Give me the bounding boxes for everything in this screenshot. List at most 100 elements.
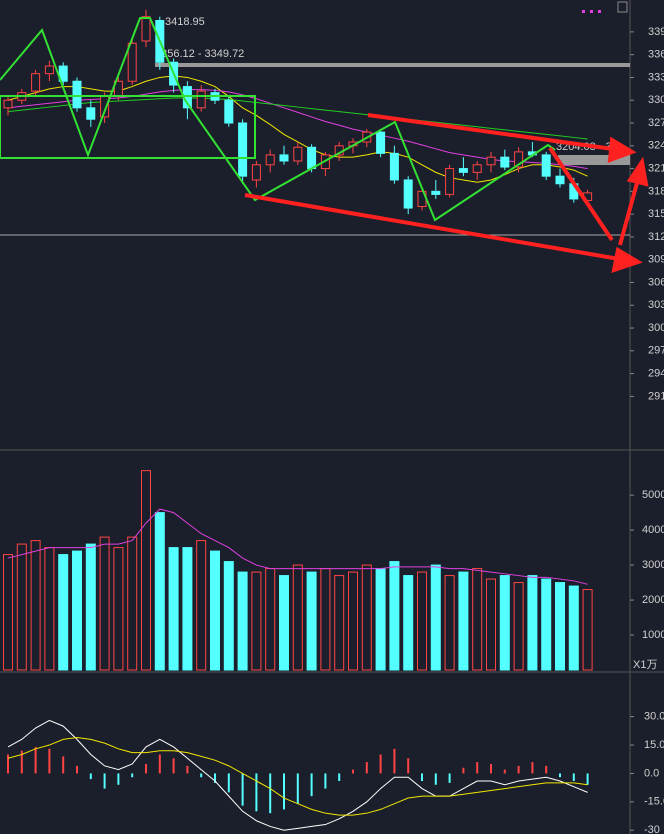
candle-body [293, 146, 303, 162]
y-tick-label: 5000 [642, 489, 664, 501]
volume-bar [513, 582, 524, 671]
y-tick-label: 15.0 [644, 739, 664, 751]
y-tick-label: 330 [648, 94, 664, 106]
candle-body [44, 65, 54, 75]
y-tick-label: 291 [648, 390, 664, 402]
arrow [244, 193, 626, 262]
volume-bar [486, 578, 496, 671]
volume-bar [30, 540, 41, 671]
candle-body [58, 65, 68, 82]
y-tick-label: 300 [648, 322, 664, 334]
icon [598, 10, 601, 13]
indicator-line [7, 736, 588, 816]
candle-body [472, 164, 482, 173]
volume-bar [472, 568, 483, 671]
candle-body [31, 73, 41, 92]
arrow [618, 171, 642, 246]
volume-bar [375, 568, 386, 671]
candle-body [486, 156, 496, 166]
arrow-head [626, 156, 649, 187]
volume-bar [141, 470, 151, 671]
candle-body [555, 175, 565, 185]
y-tick-label: 294 [648, 367, 664, 379]
volume-bar [499, 575, 510, 671]
icon [590, 10, 593, 13]
icon [617, 1, 628, 13]
candle-body [376, 131, 386, 154]
candle-body [458, 168, 468, 173]
y-tick-label: 4000 [642, 524, 664, 536]
candle-body [72, 80, 82, 109]
volume-bar [196, 540, 207, 671]
candle-body [279, 154, 289, 162]
price-level-line [155, 63, 630, 67]
volume-bar [72, 550, 82, 671]
y-tick-label: 315 [648, 208, 664, 220]
volume-bar [306, 571, 317, 671]
volume-bar [237, 571, 248, 671]
arrow [367, 113, 621, 152]
price-level-box [558, 155, 630, 165]
y-tick-label: 327 [648, 117, 664, 129]
y-tick-label: 30.0 [644, 711, 664, 723]
arrow-head [611, 246, 643, 273]
y-tick-label: 321 [648, 162, 664, 174]
box-drawing [0, 95, 256, 159]
arrow [548, 146, 614, 242]
candle-body [541, 154, 551, 177]
volume-bar [279, 575, 289, 671]
volume-bar [168, 547, 179, 671]
candle-body [431, 190, 441, 195]
volume-bar [182, 547, 193, 671]
candle-body [445, 168, 455, 195]
candle-body [224, 99, 234, 124]
volume-bar [113, 547, 124, 671]
volume-bar [403, 575, 414, 671]
volume-bar [361, 564, 372, 671]
y-tick-label: 2000 [642, 594, 664, 606]
y-tick-label: 303 [648, 299, 664, 311]
candle-body [389, 152, 399, 181]
candle-body [251, 164, 261, 181]
candle-body [403, 179, 413, 209]
y-tick-label: -15.0 [644, 796, 664, 808]
volume-bar [334, 575, 345, 671]
indicator-line [7, 508, 588, 585]
volume-bar [44, 547, 55, 671]
volume-bar [292, 564, 303, 671]
arrow-head [607, 136, 637, 163]
volume-bar [154, 512, 165, 671]
volume-bar [568, 585, 579, 671]
volume-bar [389, 561, 400, 671]
y-tick-label: 318 [648, 185, 664, 197]
drawings [0, 17, 556, 222]
arrows [244, 113, 649, 273]
candle-body [500, 156, 510, 168]
y-tick-label: -30 [644, 824, 660, 834]
y-tick-label: 306 [648, 276, 664, 288]
candle-body [86, 107, 96, 120]
y-tick-label: 324 [648, 140, 664, 152]
high-label: 3418.95 [165, 16, 205, 28]
y-tick-label: 309 [648, 254, 664, 266]
volume-bar [444, 575, 455, 671]
volume-bar [265, 568, 276, 671]
volume-bar [555, 582, 565, 671]
volume-bar [527, 575, 538, 671]
volume-bar [541, 578, 552, 671]
y-tick-label: 1000 [642, 629, 664, 641]
volume-bar [582, 589, 593, 671]
volume-bar [430, 564, 441, 671]
icon [582, 10, 585, 13]
candle-body [127, 42, 137, 82]
volume-bar [85, 543, 96, 671]
candle-body [196, 90, 206, 109]
y-tick-label: 0.0 [644, 767, 659, 779]
candle-body [141, 16, 151, 42]
volume-bar [58, 554, 69, 671]
volume-bar [16, 543, 27, 671]
candle-body [265, 154, 275, 166]
candle-body [238, 122, 248, 177]
